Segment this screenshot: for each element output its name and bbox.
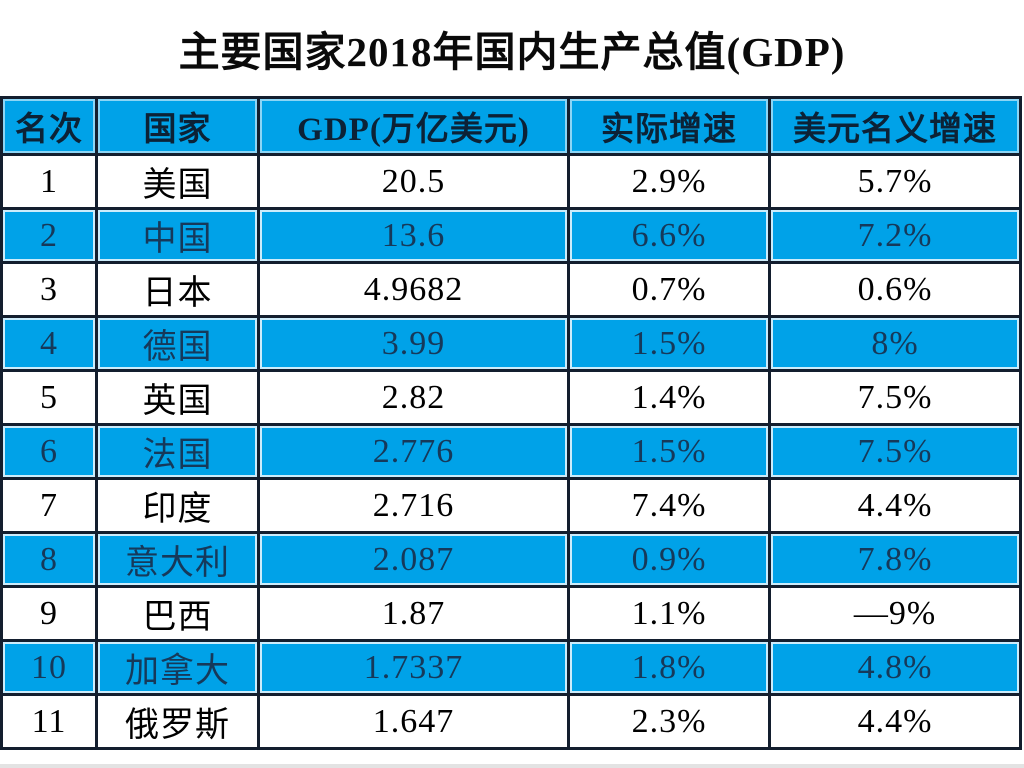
- table-row: 3 日本 4.9682 0.7% 0.6%: [0, 261, 1022, 318]
- cell-real-growth: 6.6%: [567, 207, 771, 264]
- cell-country: 印度: [95, 477, 260, 534]
- page-title: 主要国家2018年国内生产总值(GDP): [178, 29, 846, 75]
- cell-real-growth: 1.8%: [567, 639, 771, 696]
- cell-gdp: 2.82: [257, 369, 570, 426]
- cell-rank: 7: [0, 477, 98, 534]
- cell-real-growth: 0.7%: [567, 261, 771, 318]
- column-header-real-growth: 实际增速: [567, 96, 771, 156]
- title-bar: 主要国家2018年国内生产总值(GDP): [0, 0, 1024, 96]
- cell-usd-nominal-growth: 4.4%: [768, 477, 1022, 534]
- cell-usd-nominal-growth: 7.2%: [768, 207, 1022, 264]
- cell-usd-nominal-growth: 7.5%: [768, 423, 1022, 480]
- cell-usd-nominal-growth: —9%: [768, 585, 1022, 642]
- cell-rank: 3: [0, 261, 98, 318]
- cell-gdp: 1.647: [257, 693, 570, 750]
- cell-country: 意大利: [95, 531, 260, 588]
- cell-gdp: 13.6: [257, 207, 570, 264]
- table-row: 9 巴西 1.87 1.1% —9%: [0, 585, 1022, 642]
- cell-gdp: 2.716: [257, 477, 570, 534]
- table-row: 2 中国 13.6 6.6% 7.2%: [0, 207, 1022, 264]
- cell-gdp: 2.776: [257, 423, 570, 480]
- cell-usd-nominal-growth: 4.4%: [768, 693, 1022, 750]
- header-row: 名次 国家 GDP(万亿美元) 实际增速 美元名义增速: [0, 96, 1022, 156]
- image-bottom-edge: [0, 764, 1024, 768]
- table-row: 11 俄罗斯 1.647 2.3% 4.4%: [0, 693, 1022, 750]
- cell-country: 中国: [95, 207, 260, 264]
- cell-country: 巴西: [95, 585, 260, 642]
- cell-rank: 11: [0, 693, 98, 750]
- table-row: 10 加拿大 1.7337 1.8% 4.8%: [0, 639, 1022, 696]
- cell-real-growth: 2.9%: [567, 153, 771, 210]
- cell-real-growth: 1.5%: [567, 315, 771, 372]
- cell-real-growth: 7.4%: [567, 477, 771, 534]
- gdp-table: 名次 国家 GDP(万亿美元) 实际增速 美元名义增速 1 美国 20.5 2.9% 5.7% 2…: [0, 96, 1022, 750]
- cell-rank: 8: [0, 531, 98, 588]
- cell-country: 法国: [95, 423, 260, 480]
- table-row: 1 美国 20.5 2.9% 5.7%: [0, 153, 1022, 210]
- table-row: 7 印度 2.716 7.4% 4.4%: [0, 477, 1022, 534]
- column-header-gdp: GDP(万亿美元): [257, 96, 570, 156]
- cell-gdp: 3.99: [257, 315, 570, 372]
- table-row: 8 意大利 2.087 0.9% 7.8%: [0, 531, 1022, 588]
- column-header-rank: 名次: [0, 96, 98, 156]
- cell-usd-nominal-growth: 7.8%: [768, 531, 1022, 588]
- cell-rank: 6: [0, 423, 98, 480]
- cell-rank: 10: [0, 639, 98, 696]
- cell-gdp: 20.5: [257, 153, 570, 210]
- cell-rank: 1: [0, 153, 98, 210]
- cell-real-growth: 2.3%: [567, 693, 771, 750]
- cell-rank: 2: [0, 207, 98, 264]
- cell-real-growth: 0.9%: [567, 531, 771, 588]
- table-row: 4 德国 3.99 1.5% 8%: [0, 315, 1022, 372]
- cell-country: 英国: [95, 369, 260, 426]
- cell-country: 加拿大: [95, 639, 260, 696]
- cell-real-growth: 1.1%: [567, 585, 771, 642]
- column-header-country: 国家: [95, 96, 260, 156]
- cell-usd-nominal-growth: 5.7%: [768, 153, 1022, 210]
- column-header-usd-nominal-growth: 美元名义增速: [768, 96, 1022, 156]
- cell-gdp: 2.087: [257, 531, 570, 588]
- cell-country: 德国: [95, 315, 260, 372]
- cell-country: 俄罗斯: [95, 693, 260, 750]
- cell-usd-nominal-growth: 4.8%: [768, 639, 1022, 696]
- cell-usd-nominal-growth: 0.6%: [768, 261, 1022, 318]
- cell-rank: 5: [0, 369, 98, 426]
- cell-gdp: 1.87: [257, 585, 570, 642]
- cell-rank: 9: [0, 585, 98, 642]
- table-body: 1 美国 20.5 2.9% 5.7% 2 中国 13.6 6.6% 7.2% 3 日本 4.9682 0…: [0, 153, 1022, 750]
- cell-gdp: 4.9682: [257, 261, 570, 318]
- table-row: 6 法国 2.776 1.5% 7.5%: [0, 423, 1022, 480]
- cell-real-growth: 1.5%: [567, 423, 771, 480]
- cell-country: 美国: [95, 153, 260, 210]
- cell-gdp: 1.7337: [257, 639, 570, 696]
- cell-country: 日本: [95, 261, 260, 318]
- cell-real-growth: 1.4%: [567, 369, 771, 426]
- cell-rank: 4: [0, 315, 98, 372]
- cell-usd-nominal-growth: 8%: [768, 315, 1022, 372]
- table-row: 5 英国 2.82 1.4% 7.5%: [0, 369, 1022, 426]
- cell-usd-nominal-growth: 7.5%: [768, 369, 1022, 426]
